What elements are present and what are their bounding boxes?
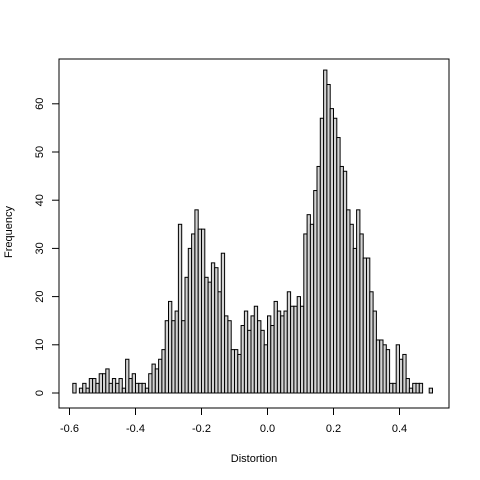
y-tick-label: 30 (34, 242, 46, 254)
y-tick-label: 40 (34, 194, 46, 206)
y-axis: 0 10 20 30 40 50 60 (34, 98, 60, 396)
y-tick-label: 10 (34, 339, 46, 351)
y-axis-title: Frequency (3, 206, 15, 258)
histogram-bar (402, 353, 407, 394)
y-tick-label: 20 (34, 290, 46, 302)
histogram-bar (418, 382, 424, 394)
x-tick-label: 0.4 (392, 423, 407, 435)
x-tick-label: 0.2 (326, 423, 341, 435)
y-tick-label: 50 (34, 146, 46, 158)
x-tick-label: -0.4 (126, 423, 145, 435)
histogram-bar (177, 223, 183, 394)
histogram-bar (405, 378, 410, 394)
y-tick-label: 60 (34, 98, 46, 110)
bars-layer (72, 69, 434, 394)
histogram-bar (72, 382, 77, 394)
x-tick-label: -0.6 (60, 423, 79, 435)
histogram-bar (118, 378, 123, 394)
histogram-bar (385, 349, 391, 394)
x-axis: -0.6 -0.4 -0.2 0.0 0.2 0.4 (60, 407, 407, 435)
histogram-bar (105, 368, 110, 394)
histogram-bar (428, 387, 434, 394)
x-axis-title: Distortion (231, 453, 277, 465)
y-tick-label: 0 (34, 390, 46, 396)
x-tick-label: -0.2 (192, 423, 211, 435)
x-tick-label: 0.0 (260, 423, 275, 435)
histogram-bar (125, 358, 130, 394)
